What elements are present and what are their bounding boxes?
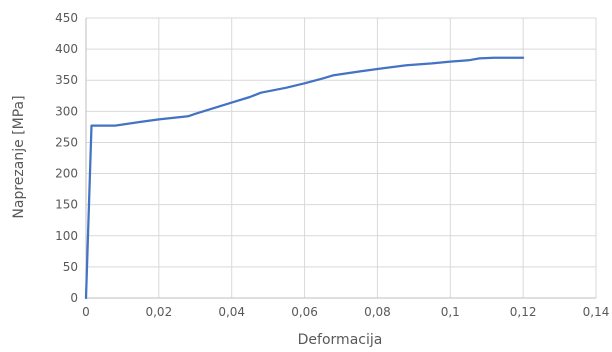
x-tick-label: 0,14: [583, 305, 610, 319]
y-tick-label: 450: [55, 11, 78, 25]
y-tick-label: 150: [55, 198, 78, 212]
x-tick-label: 0,02: [145, 305, 172, 319]
x-tick-labels: 0 0,02 0,04 0,06 0,08 0,1 0,12 0,14: [82, 305, 609, 319]
y-tick-labels: 0 50 100 150 200 250 300 350 400 450: [55, 11, 78, 305]
axes: [85, 18, 596, 299]
x-tick-label: 0,06: [291, 305, 318, 319]
y-axis-title: Naprezanje [MPa]: [11, 95, 27, 218]
x-tick-label: 0,1: [441, 305, 460, 319]
y-tick-label: 250: [55, 135, 78, 149]
x-tick-label: 0,04: [218, 305, 245, 319]
y-tick-label: 350: [55, 73, 78, 87]
series-line: [84, 56, 525, 300]
data-series: [84, 56, 525, 300]
x-tick-label: 0,08: [364, 305, 391, 319]
x-tick-label: 0: [82, 305, 90, 319]
x-axis-title: Deformacija: [298, 332, 383, 348]
y-tick-label: 200: [55, 167, 78, 181]
y-tick-label: 50: [63, 260, 78, 274]
y-tick-label: 400: [55, 42, 78, 56]
y-tick-label: 100: [55, 229, 78, 243]
grid-lines: [86, 17, 597, 298]
x-tick-label: 0,12: [510, 305, 537, 319]
y-tick-label: 0: [70, 291, 78, 305]
y-tick-label: 300: [55, 104, 78, 118]
